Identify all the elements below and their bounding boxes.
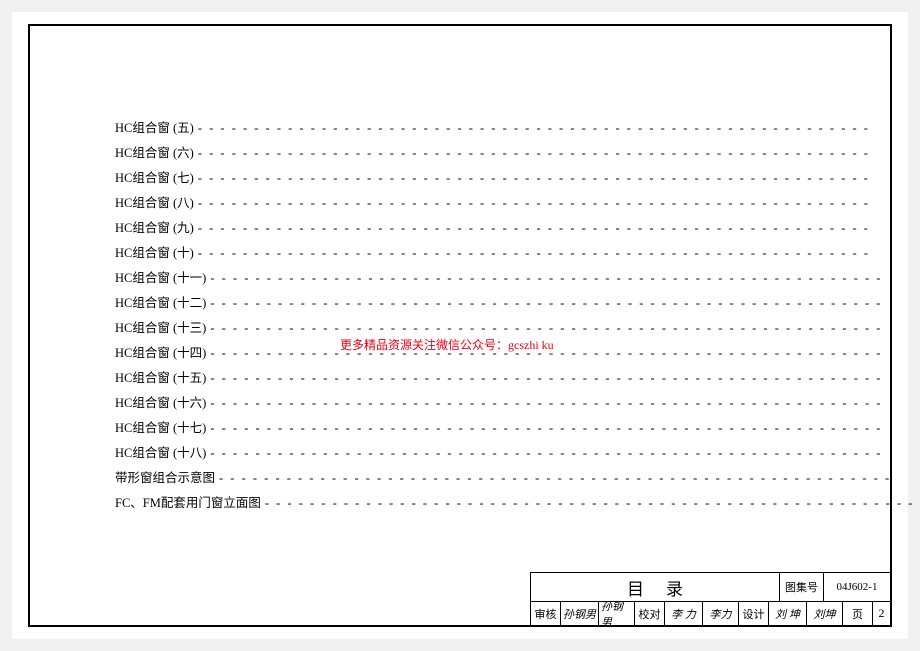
title-block: 目录 图集号 04J602-1 审核 孙钢男 孙钢男 校对 李 力 李力 设计 … (530, 572, 890, 625)
toc-entry: HC组合窗 (八)- - - - - - - - - - - - - - - -… (115, 191, 920, 216)
toc-leader-dots: - - - - - - - - - - - - - - - - - - - - … (194, 116, 920, 141)
toc-entry-label: HC组合窗 (十二) (115, 291, 206, 316)
toc-entry-label: HC组合窗 (八) (115, 191, 194, 216)
page-number: 2 (873, 602, 890, 625)
toc-leader-dots: - - - - - - - - - - - - - - - - - - - - … (206, 366, 920, 391)
toc-leader-dots: - - - - - - - - - - - - - - - - - - - - … (194, 166, 920, 191)
toc-leader-dots: - - - - - - - - - - - - - - - - - - - - … (194, 216, 920, 241)
toc-entry-label: HC组合窗 (五) (115, 116, 194, 141)
toc-content: HC组合窗 (五)- - - - - - - - - - - - - - - -… (115, 116, 820, 545)
toc-leader-dots: - - - - - - - - - - - - - - - - - - - - … (215, 466, 920, 491)
design-label: 设计 (739, 602, 769, 625)
toc-leader-dots: - - - - - - - - - - - - - - - - - - - - … (206, 391, 920, 416)
page-label: 页 (843, 602, 873, 625)
toc-entry-label: HC组合窗 (十一) (115, 266, 206, 291)
toc-leader-dots: - - - - - - - - - - - - - - - - - - - - … (194, 241, 920, 266)
toc-entry-label: HC组合窗 (六) (115, 141, 194, 166)
toc-entry-label: HC组合窗 (十五) (115, 366, 206, 391)
toc-entry: HC组合窗 (九)- - - - - - - - - - - - - - - -… (115, 216, 920, 241)
toc-entry: HC组合窗 (十一)- - - - - - - - - - - - - - - … (115, 266, 920, 291)
toc-entry: 带形窗组合示意图- - - - - - - - - - - - - - - - … (115, 466, 920, 491)
toc-entry-label: HC组合窗 (九) (115, 216, 194, 241)
review-label: 审核 (531, 602, 561, 625)
toc-entry: HC组合窗 (十)- - - - - - - - - - - - - - - -… (115, 241, 920, 266)
design-signature: 刘坤 (807, 602, 843, 625)
check-signature: 李力 (703, 602, 739, 625)
toc-entry-label: FC、FM配套用门窗立面图 (115, 491, 261, 516)
set-number-label: 图集号 (780, 573, 824, 601)
titleblock-row-top: 目录 图集号 04J602-1 (531, 573, 890, 601)
toc-entry-label: HC组合窗 (十四) (115, 341, 206, 366)
toc-leader-dots: - - - - - - - - - - - - - - - - - - - - … (261, 491, 920, 516)
toc-entry: HC组合窗 (十四)- - - - - - - - - - - - - - - … (115, 341, 920, 366)
toc-entry: HC组合窗 (五)- - - - - - - - - - - - - - - -… (115, 116, 920, 141)
toc-entry-label: HC组合窗 (十) (115, 241, 194, 266)
document-sheet: HC组合窗 (五)- - - - - - - - - - - - - - - -… (12, 12, 908, 639)
toc-leader-dots: - - - - - - - - - - - - - - - - - - - - … (194, 141, 920, 166)
toc-leader-dots: - - - - - - - - - - - - - - - - - - - - … (206, 266, 920, 291)
check-name: 李 力 (665, 602, 703, 625)
titleblock-row-bottom: 审核 孙钢男 孙钢男 校对 李 力 李力 设计 刘 坤 刘坤 页 2 (531, 601, 890, 625)
document-title: 目录 (531, 573, 780, 601)
check-label: 校对 (635, 602, 665, 625)
toc-entry-label: HC组合窗 (十八) (115, 441, 206, 466)
toc-entry: HC组合窗 (七)- - - - - - - - - - - - - - - -… (115, 166, 920, 191)
toc-entry: HC组合窗 (十三)- - - - - - - - - - - - - - - … (115, 316, 920, 341)
toc-entry: HC组合窗 (十八)- - - - - - - - - - - - - - - … (115, 441, 920, 466)
toc-leader-dots: - - - - - - - - - - - - - - - - - - - - … (206, 441, 920, 466)
toc-entry-label: HC组合窗 (十六) (115, 391, 206, 416)
review-name: 孙钢男 (561, 602, 599, 625)
toc-leader-dots: - - - - - - - - - - - - - - - - - - - - … (206, 291, 920, 316)
drawing-frame: HC组合窗 (五)- - - - - - - - - - - - - - - -… (28, 24, 892, 627)
toc-entry: HC组合窗 (十七)- - - - - - - - - - - - - - - … (115, 416, 920, 441)
toc-entry-label: HC组合窗 (十三) (115, 316, 206, 341)
set-number-value: 04J602-1 (824, 573, 890, 601)
design-name: 刘 坤 (769, 602, 807, 625)
toc-left-column: HC组合窗 (五)- - - - - - - - - - - - - - - -… (115, 116, 920, 545)
toc-entry: HC组合窗 (十六)- - - - - - - - - - - - - - - … (115, 391, 920, 416)
toc-leader-dots: - - - - - - - - - - - - - - - - - - - - … (206, 316, 920, 341)
review-signature: 孙钢男 (599, 602, 635, 625)
toc-entry: HC组合窗 (六)- - - - - - - - - - - - - - - -… (115, 141, 920, 166)
toc-entry-label: 带形窗组合示意图 (115, 466, 215, 491)
toc-entry-label: HC组合窗 (七) (115, 166, 194, 191)
toc-entry-label: HC组合窗 (十七) (115, 416, 206, 441)
toc-leader-dots: - - - - - - - - - - - - - - - - - - - - … (206, 416, 920, 441)
toc-entry: HC组合窗 (十二)- - - - - - - - - - - - - - - … (115, 291, 920, 316)
toc-entry: HC组合窗 (十五)- - - - - - - - - - - - - - - … (115, 366, 920, 391)
toc-leader-dots: - - - - - - - - - - - - - - - - - - - - … (194, 191, 920, 216)
toc-entry: FC、FM配套用门窗立面图- - - - - - - - - - - - - -… (115, 491, 920, 516)
toc-leader-dots: - - - - - - - - - - - - - - - - - - - - … (206, 341, 920, 366)
